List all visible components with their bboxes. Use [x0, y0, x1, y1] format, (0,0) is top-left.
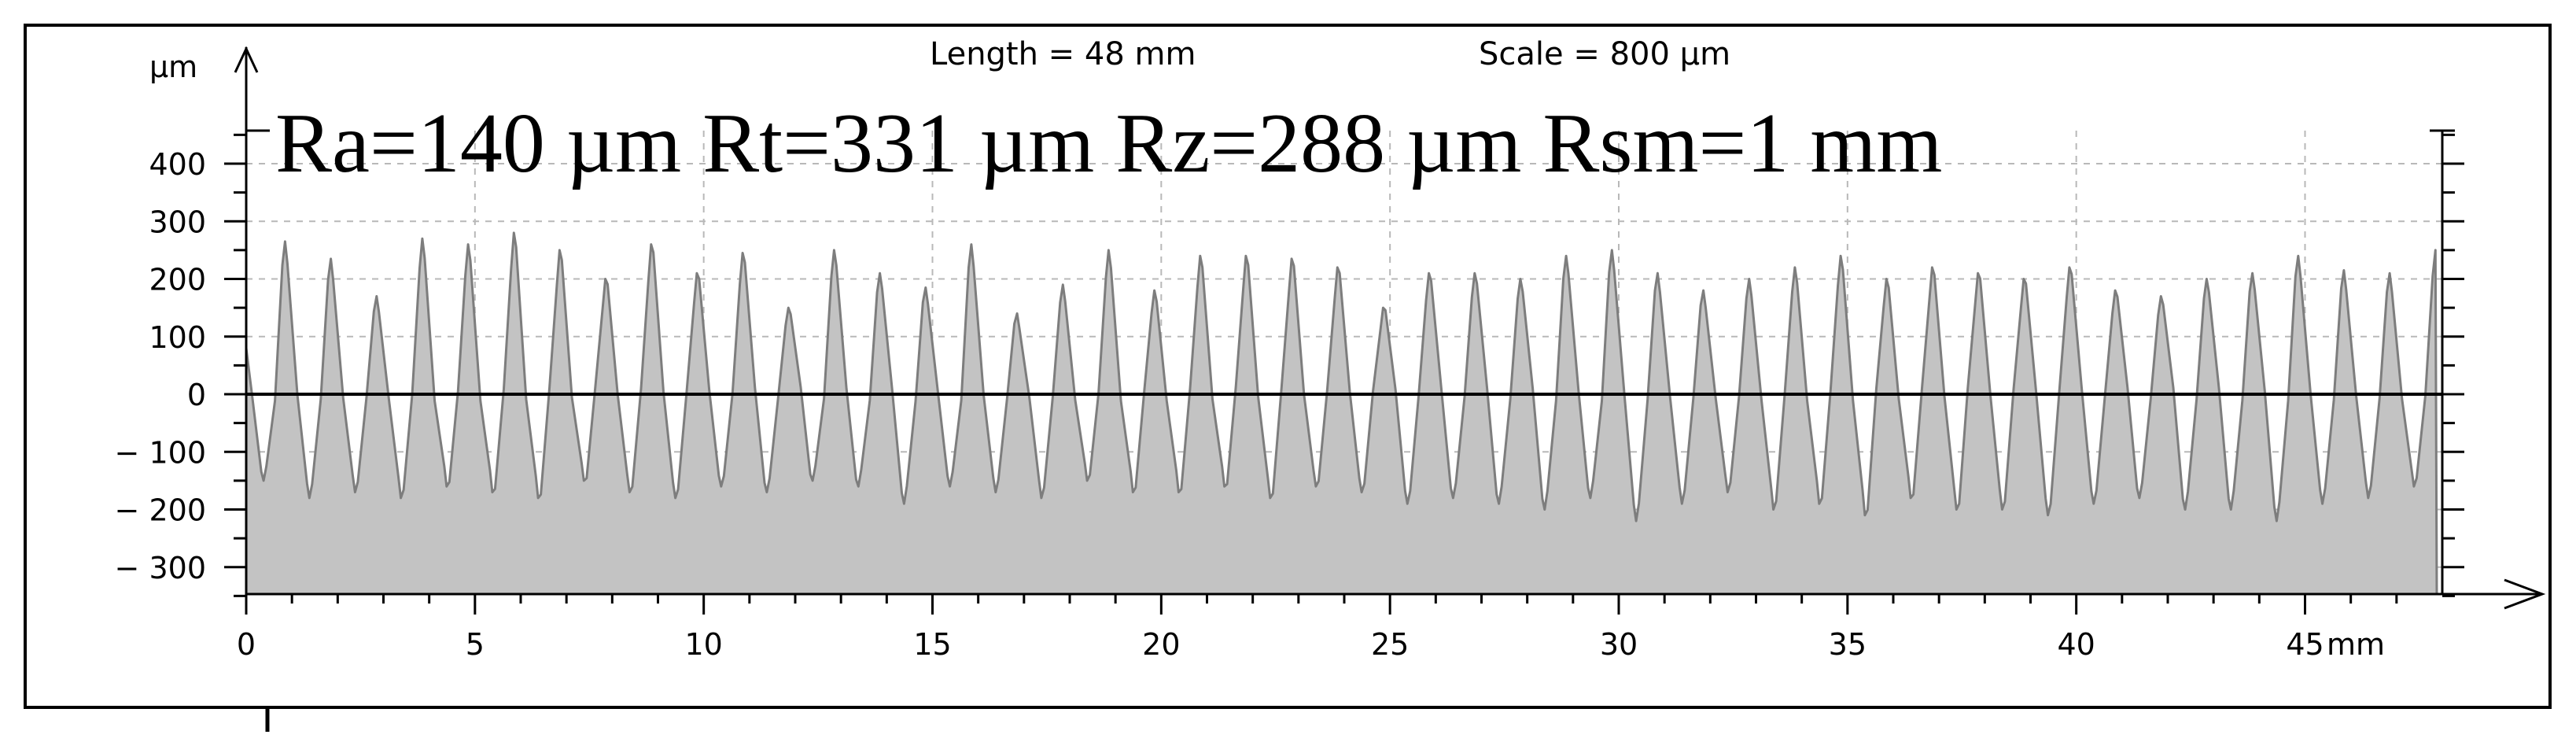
y-axis-unit: µm [149, 50, 197, 84]
scale-label: Scale = 800 µm [1479, 36, 1730, 72]
x-axis-arrow [2504, 578, 2546, 610]
roughness-profile [245, 231, 2438, 596]
y-tick-label: 400 [149, 147, 206, 182]
y-tick-labels: 400 300 200 100 0 − 100 − 200 − 300 [115, 147, 206, 585]
x-axis-unit: mm [2327, 627, 2385, 662]
y-tick-label: 300 [149, 205, 206, 239]
length-label: Length = 48 mm [930, 36, 1196, 72]
x-tick-label: 30 [1600, 627, 1638, 662]
profile-area [245, 231, 2438, 596]
x-tick-label: 20 [1142, 627, 1180, 662]
x-tick-label: 35 [1829, 627, 1867, 662]
y-tick-label: − 200 [115, 493, 206, 528]
x-tick-label: 45 [2286, 627, 2324, 662]
y-tick-label: 200 [149, 263, 206, 297]
x-tick-label: 0 [237, 627, 256, 662]
y-tick-label: − 100 [115, 435, 206, 470]
x-tick-label: 40 [2057, 627, 2095, 662]
roughness-parameters: Ra=140 µm Rt=331 µm Rz=288 µm Rsm=1 mm [275, 97, 1942, 190]
y-tick-label: 100 [149, 320, 206, 355]
x-tick-labels: 0 5 10 15 20 25 30 35 40 45 [237, 627, 2324, 662]
y-axis-arrow [234, 46, 259, 73]
x-tick-label: 15 [913, 627, 951, 662]
x-tick-label: 25 [1371, 627, 1409, 662]
axes [224, 46, 2546, 615]
y-tick-label: 0 [187, 378, 206, 412]
x-tick-label: 10 [684, 627, 722, 662]
y-tick-label: − 300 [115, 551, 206, 585]
x-tick-label: 5 [466, 627, 485, 662]
